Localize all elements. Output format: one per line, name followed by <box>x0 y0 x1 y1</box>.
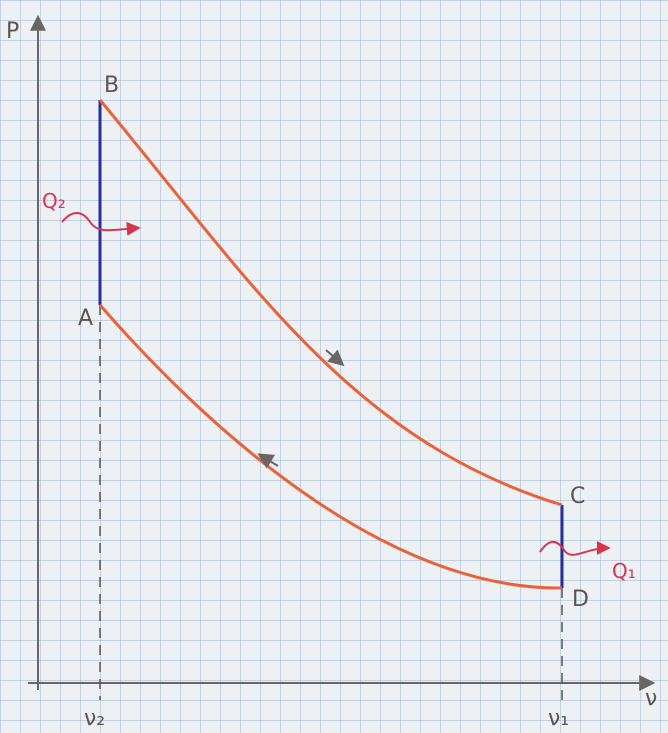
axis-label: ν <box>645 686 657 711</box>
state-label: D <box>572 587 589 612</box>
page: P ν B A C D Q₂ Q₁ ν₂ ν₁ <box>0 0 668 733</box>
heat-label: Q₂ <box>42 189 66 213</box>
axis-label: P <box>6 19 19 44</box>
volume-label: ν₁ <box>548 706 569 731</box>
pv-diagram: P ν B A C D Q₂ Q₁ ν₂ ν₁ <box>0 0 668 733</box>
heat-label: Q₁ <box>612 559 636 583</box>
adiabat-da <box>100 305 562 588</box>
direction-arrow <box>326 350 342 364</box>
volume-label: ν₂ <box>84 706 105 731</box>
heat-out-arrow <box>540 542 608 555</box>
state-label: A <box>78 306 93 331</box>
state-label: C <box>570 484 585 509</box>
state-label: B <box>104 73 119 98</box>
adiabat-bc <box>100 100 562 505</box>
